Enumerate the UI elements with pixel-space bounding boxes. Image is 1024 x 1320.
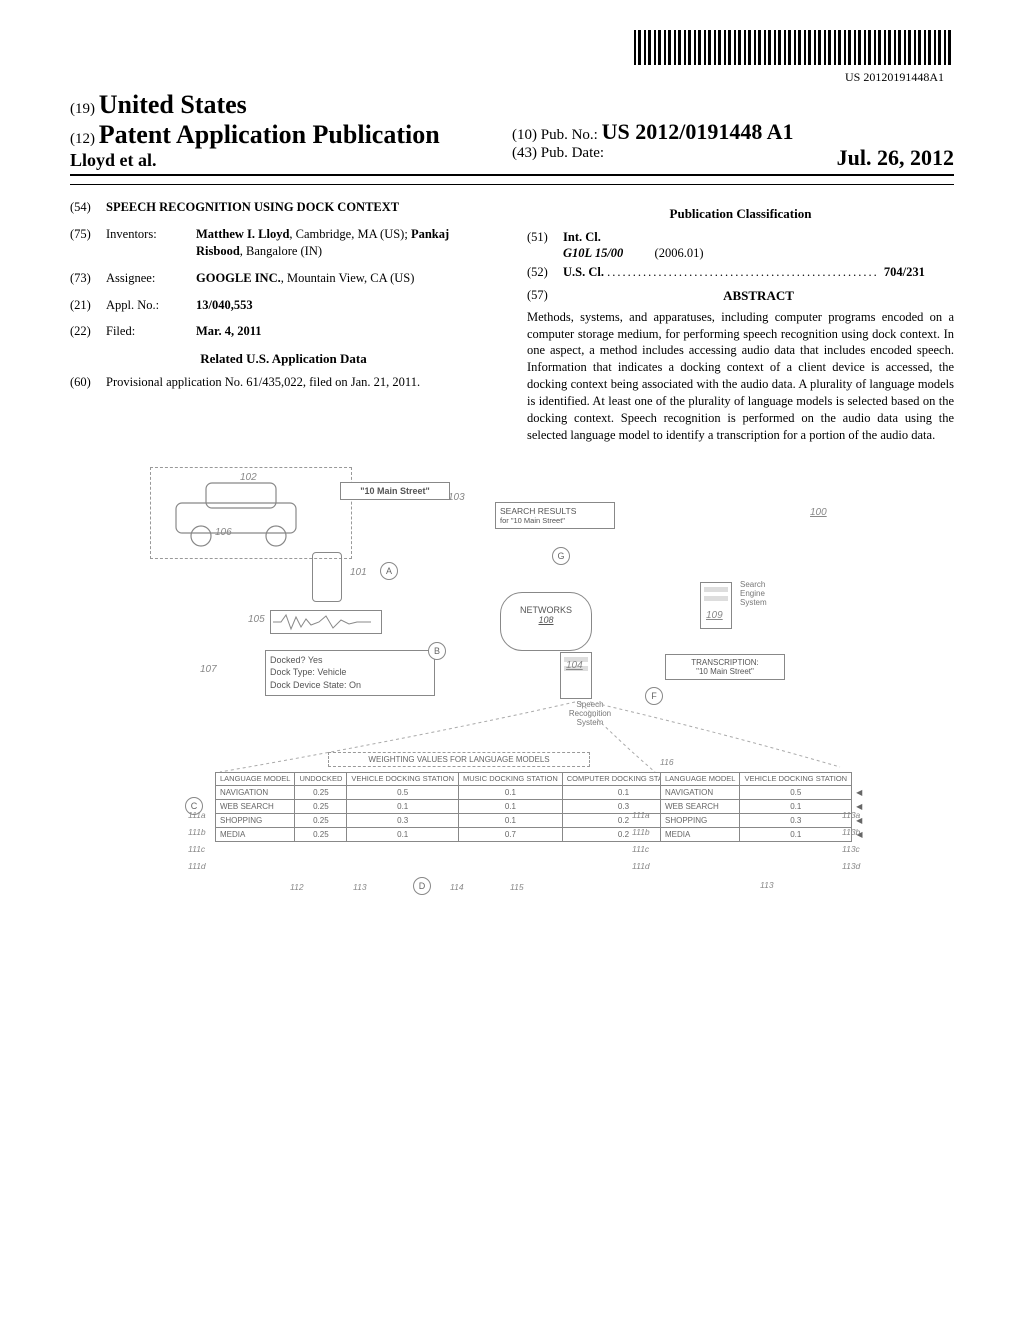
pubno: US 2012/0191448 A1 — [602, 119, 794, 144]
bib-columns: (54) SPEECH RECOGNITION USING DOCK CONTE… — [70, 199, 954, 444]
inventor-2-loc: , Bangalore (IN) — [240, 244, 322, 258]
inventor-1: Matthew I. Lloyd — [196, 227, 289, 241]
inventor-1-loc: , Cambridge, MA (US); — [289, 227, 411, 241]
us-prefix: (19) — [70, 101, 95, 117]
f75-num: (75) — [70, 226, 106, 260]
f22-label: Filed: — [106, 323, 196, 340]
f22-num: (22) — [70, 323, 106, 340]
f54-num: (54) — [70, 199, 106, 216]
f51-body: Int. Cl. G10L 15/00 (2006.01) — [563, 229, 954, 263]
patent-page: US 20120191448A1 (19) United States (12)… — [0, 0, 1024, 932]
left-column: (54) SPEECH RECOGNITION USING DOCK CONTE… — [70, 199, 497, 444]
side-table: LANGUAGE MODELVEHICLE DOCKING STATIONNAV… — [660, 772, 867, 842]
ref-111c-l: 111c — [188, 844, 205, 854]
ref-113-b: 113 — [760, 880, 774, 890]
f60-num: (60) — [70, 374, 106, 391]
ref-111d-l: 111d — [188, 861, 206, 871]
barcode-region: US 20120191448A1 — [70, 30, 954, 85]
field-22: (22) Filed: Mar. 4, 2011 — [70, 323, 497, 340]
field-73: (73) Assignee: GOOGLE INC., Mountain Vie… — [70, 270, 497, 287]
weights-title: WEIGHTING VALUES FOR LANGUAGE MODELS — [328, 752, 590, 767]
date-prefix: (43) — [512, 145, 537, 161]
provisional: Provisional application No. 61/435,022, … — [106, 374, 497, 391]
f51-label: Int. Cl. — [563, 230, 601, 244]
field-51: (51) Int. Cl. G10L 15/00 (2006.01) — [527, 229, 954, 263]
ref-113a: 113a — [842, 810, 860, 820]
field-75: (75) Inventors: Matthew I. Lloyd, Cambri… — [70, 226, 497, 260]
f52-num: (52) — [527, 264, 563, 281]
dots: ........................................… — [607, 265, 884, 279]
authors: Lloyd et al. — [70, 150, 512, 171]
field-60: (60) Provisional application No. 61/435,… — [70, 374, 497, 391]
date-line: (43) Pub. Date: Jul. 26, 2012 — [512, 145, 954, 162]
f52-body: U.S. Cl. ...............................… — [563, 264, 954, 281]
pub-date: Jul. 26, 2012 — [837, 145, 954, 171]
right-column: Publication Classification (51) Int. Cl.… — [527, 199, 954, 444]
field-21: (21) Appl. No.: 13/040,553 — [70, 297, 497, 314]
filed-date: Mar. 4, 2011 — [196, 323, 497, 340]
ref-111b-l: 111b — [188, 827, 206, 837]
abstract-head: ABSTRACT — [563, 287, 954, 305]
f21-num: (21) — [70, 297, 106, 314]
field-54: (54) SPEECH RECOGNITION USING DOCK CONTE… — [70, 199, 497, 216]
ref-116: 116 — [660, 757, 674, 767]
assignee-loc: , Mountain View, CA (US) — [281, 271, 415, 285]
f51-code: G10L 15/00 — [563, 246, 623, 260]
pubno-line: (10) Pub. No.: US 2012/0191448 A1 — [512, 119, 954, 145]
f73-label: Assignee: — [106, 270, 196, 287]
f57-num: (57) — [527, 287, 563, 305]
pub-title: Patent Application Publication — [99, 120, 440, 149]
ref-114: 114 — [450, 882, 464, 892]
date-label: Pub. Date: — [541, 145, 604, 161]
pub-line: (12) Patent Application Publication — [70, 120, 512, 150]
country: United States — [99, 90, 247, 119]
pubno-prefix: (10) — [512, 127, 537, 143]
ref-113b: 113b — [842, 827, 860, 837]
weights-table: LANGUAGE MODELUNDOCKEDVEHICLE DOCKING ST… — [215, 772, 685, 842]
invention-title: SPEECH RECOGNITION USING DOCK CONTEXT — [106, 199, 497, 216]
ref-112: 112 — [290, 882, 304, 892]
pubno-label: Pub. No.: — [541, 127, 598, 143]
ref-111b-r: 111b — [632, 827, 650, 837]
f21-label: Appl. No.: — [106, 297, 196, 314]
ref-113: 113 — [353, 882, 367, 892]
f51-date: (2006.01) — [655, 246, 704, 260]
f73-num: (73) — [70, 270, 106, 287]
ref-113d: 113d — [842, 861, 860, 871]
rule — [70, 184, 954, 185]
header-left: (19) United States (12) Patent Applicati… — [70, 90, 512, 171]
ref-113c: 113c — [842, 844, 860, 854]
related-head: Related U.S. Application Data — [70, 350, 497, 368]
abstract-text: Methods, systems, and apparatuses, inclu… — [527, 309, 954, 444]
header: (19) United States (12) Patent Applicati… — [70, 90, 954, 176]
barcode-number: US 20120191448A1 — [70, 70, 944, 85]
ref-111c-r: 111c — [632, 844, 649, 854]
field-57: (57) ABSTRACT — [527, 287, 954, 305]
ref-111a-l: 111a — [188, 810, 206, 820]
ref-111a-r: 111a — [632, 810, 650, 820]
figure-1: 102 106 "10 Main Street" 103 101 105 Doc… — [70, 462, 954, 902]
f51-num: (51) — [527, 229, 563, 263]
field-52: (52) U.S. Cl. ..........................… — [527, 264, 954, 281]
assignee: GOOGLE INC., Mountain View, CA (US) — [196, 270, 497, 287]
ref-111d-r: 111d — [632, 861, 650, 871]
f52-label: U.S. Cl. — [563, 265, 604, 279]
f52-val: 704/231 — [884, 265, 925, 279]
ref-115: 115 — [510, 882, 524, 892]
country-line: (19) United States — [70, 90, 512, 120]
barcode — [634, 30, 954, 65]
pub-prefix: (12) — [70, 131, 95, 147]
class-head: Publication Classification — [527, 205, 954, 223]
inventors: Matthew I. Lloyd, Cambridge, MA (US); Pa… — [196, 226, 497, 260]
assignee-name: GOOGLE INC. — [196, 271, 281, 285]
f75-label: Inventors: — [106, 226, 196, 260]
appl-no: 13/040,553 — [196, 297, 497, 314]
header-right: (10) Pub. No.: US 2012/0191448 A1 (43) P… — [512, 91, 954, 171]
